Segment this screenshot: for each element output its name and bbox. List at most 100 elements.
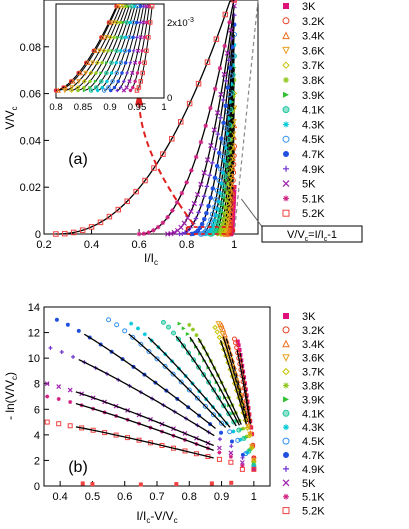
data-point — [67, 387, 73, 393]
data-point — [201, 193, 207, 199]
legend-label: 3.7K — [302, 367, 325, 379]
data-point — [217, 437, 222, 442]
x-tick-label: 1 — [231, 239, 237, 251]
inset-data-point — [93, 79, 98, 84]
data-point — [185, 332, 190, 337]
data-point — [59, 349, 64, 354]
inset-data-point — [104, 70, 109, 76]
inset-fit-line — [103, 6, 139, 91]
data-point — [238, 437, 243, 442]
data-point — [215, 321, 222, 327]
inset-data-point — [133, 79, 137, 84]
series-4.7K — [54, 317, 256, 472]
data-point — [136, 231, 142, 237]
legend-label: 3.6K — [302, 45, 325, 57]
data-point — [160, 319, 166, 325]
data-point — [211, 412, 216, 418]
legend-marker — [282, 354, 290, 362]
inset-data-point — [88, 85, 92, 90]
data-point — [209, 211, 216, 217]
data-point — [211, 127, 217, 133]
legend-b: 3K 3.2K 3.4K 3.6K 3.7K 3.8K3.9K 4.1K 4.3K 4.5K 4.… — [282, 311, 325, 518]
data-point — [181, 220, 187, 226]
data-point — [48, 345, 53, 350]
data-point — [178, 379, 184, 385]
data-point — [223, 125, 229, 131]
inset-data-point — [142, 35, 147, 40]
data-point — [65, 322, 70, 327]
legend-label: 5.1K — [302, 193, 325, 205]
data-point — [212, 175, 218, 181]
data-point — [239, 460, 245, 465]
data-point — [230, 62, 236, 68]
inset-data-point — [119, 49, 123, 53]
data-point — [106, 317, 112, 323]
inset-data-point — [114, 3, 121, 9]
inset-data-point — [128, 88, 133, 93]
data-point — [251, 467, 256, 472]
inset-data-point — [138, 20, 142, 25]
inset-data-point — [146, 35, 151, 40]
inset-data-point — [114, 60, 118, 65]
data-point — [90, 482, 95, 487]
data-point — [240, 463, 245, 468]
fit-line — [78, 358, 215, 437]
legend-label: 4.9K — [302, 164, 325, 176]
data-point — [202, 216, 207, 222]
inset-data-point — [140, 70, 145, 76]
legend-label: 3.4K — [302, 31, 325, 43]
data-point — [133, 188, 139, 195]
data-point — [184, 180, 189, 185]
data-point — [76, 328, 81, 333]
legend-marker — [282, 339, 290, 348]
inset-data-point — [131, 49, 136, 53]
data-point — [246, 433, 253, 439]
inset-series-4.7K — [109, 4, 143, 93]
data-point — [219, 153, 226, 160]
inset-data-point — [93, 85, 99, 90]
data-point — [209, 226, 214, 231]
data-point — [231, 94, 236, 99]
inset-data-point — [112, 85, 117, 90]
data-point — [162, 363, 168, 369]
series-5K — [44, 381, 257, 472]
series-3.2K — [231, 336, 257, 461]
legend-label: 4.9K — [302, 464, 325, 476]
data-point — [217, 229, 223, 234]
inset-data-point — [144, 4, 149, 9]
x-tick-label: 0.5 — [85, 491, 100, 503]
fit-line — [55, 0, 235, 235]
data-point — [234, 345, 240, 351]
data-point — [196, 210, 201, 215]
data-point — [187, 322, 192, 327]
inset-data-point — [88, 70, 94, 76]
series-5.1K — [136, 0, 237, 237]
data-point — [229, 439, 234, 444]
inset-data-point — [92, 47, 98, 54]
inset-data-point — [119, 35, 124, 40]
inset-data-point — [107, 34, 113, 40]
inset-data-point — [100, 60, 104, 65]
y-tick-label: 6 — [34, 404, 40, 416]
data-point — [212, 324, 218, 331]
data-point — [231, 42, 237, 48]
data-point — [194, 395, 200, 401]
inset-x-tick-label: 0.9 — [103, 102, 116, 113]
inset-data-point — [128, 20, 132, 25]
data-point — [189, 168, 194, 173]
data-point — [231, 194, 237, 200]
data-point — [142, 332, 147, 337]
data-point — [146, 230, 151, 235]
data-point — [199, 221, 205, 227]
inset-series-4.9K — [115, 4, 146, 93]
panel-b: 0 2 4 6 8 10 12 14 0.4 0.5 0.6 0.7 0.8 0.9 1 I/Ic-V/Vc -… — [3, 302, 325, 525]
y-tick-label: 0.08 — [20, 42, 41, 54]
data-point — [231, 0, 237, 3]
data-point — [245, 450, 250, 455]
data-point — [194, 333, 199, 338]
series-4.9K — [48, 345, 256, 472]
legend-label: 5K — [302, 478, 316, 490]
data-point — [97, 219, 104, 226]
data-point — [210, 222, 216, 228]
data-point — [224, 50, 231, 56]
